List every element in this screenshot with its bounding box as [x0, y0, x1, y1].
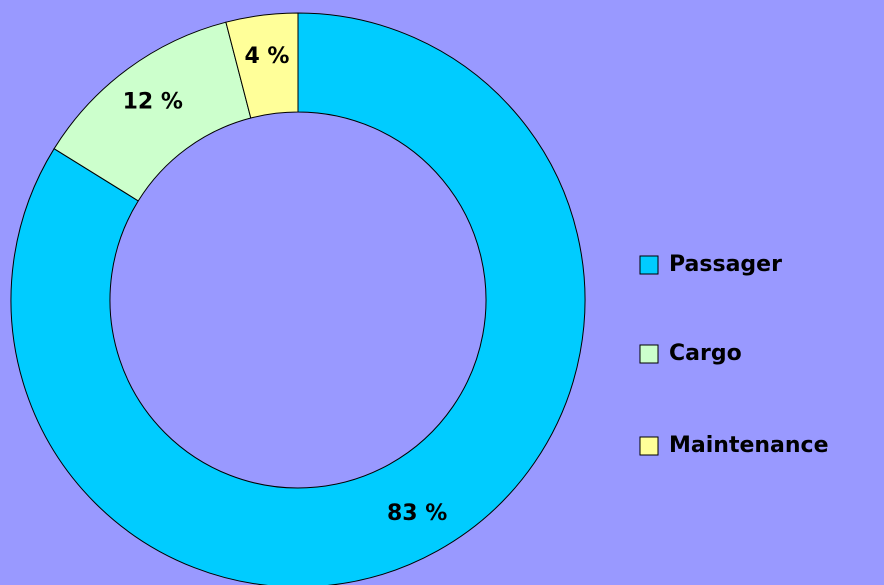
legend-swatch	[639, 255, 659, 275]
donut-slice	[225, 12, 299, 119]
legend-label: Passager	[669, 252, 782, 277]
data-label: 12 %	[123, 90, 183, 115]
legend-swatch	[639, 436, 659, 456]
legend-label: Maintenance	[669, 433, 829, 458]
donut-slice	[10, 12, 586, 585]
legend-label: Cargo	[669, 341, 742, 366]
data-label: 83 %	[387, 501, 447, 526]
legend-swatch	[639, 344, 659, 364]
data-label: 4 %	[244, 44, 289, 69]
